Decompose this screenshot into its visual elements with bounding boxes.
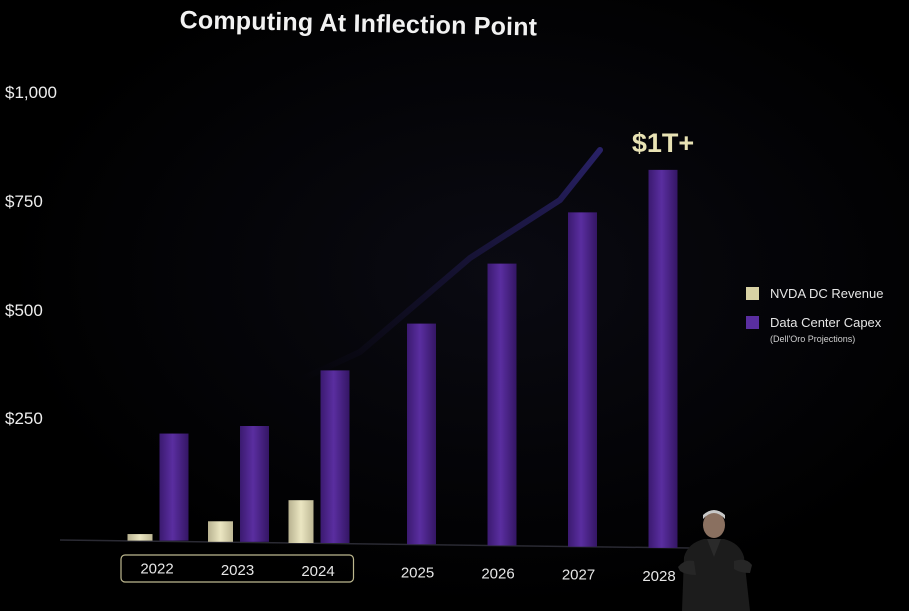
bar-data-center-capex-2026 <box>487 263 517 546</box>
bar-nvda-dc-revenue-2023 <box>208 521 233 542</box>
label-layer: 2022 2023 2024 2025 2026 2027 2028 $1T+ <box>140 128 694 585</box>
x-tick-label-2026: 2026 <box>481 565 514 582</box>
legend-item-data-center-capex: Data Center Capex <box>746 315 883 330</box>
bar-data-center-capex-2023 <box>240 426 269 542</box>
presenter-figure <box>678 510 752 611</box>
bar-data-center-capex-2024 <box>320 370 350 544</box>
x-tick-label-2023: 2023 <box>221 562 254 579</box>
x-tick-label-2022: 2022 <box>140 561 173 578</box>
trend-arrow-layer <box>297 147 603 383</box>
bar-data-center-capex-2027 <box>568 212 597 547</box>
y-tick-label-250: $250 <box>5 409 43 428</box>
bar-nvda-dc-revenue-2022 <box>127 534 153 541</box>
legend-swatch-nvda-dc-revenue <box>746 287 759 300</box>
legend: NVDA DC Revenue Data Center Capex (Dell'… <box>746 286 883 344</box>
legend-item-nvda-dc-revenue: NVDA DC Revenue <box>746 286 883 301</box>
x-tick-label-2028: 2028 <box>642 568 675 585</box>
x-tick-label-2027: 2027 <box>562 567 595 584</box>
bar-data-center-capex-2025 <box>407 323 436 545</box>
legend-swatch-data-center-capex <box>746 316 759 329</box>
highlight-box-historical-years <box>120 554 355 583</box>
legend-label-data-center-capex: Data Center Capex <box>770 315 882 330</box>
bar-data-center-capex-2028 <box>648 169 678 548</box>
trend-arrow <box>297 147 603 383</box>
bar-layer <box>127 169 678 548</box>
x-tick-label-2024: 2024 <box>301 563 334 580</box>
y-tick-label-500: $500 <box>5 301 43 320</box>
callout-label: $1T+ <box>632 128 694 158</box>
legend-label-nvda-dc-revenue: NVDA DC Revenue <box>770 286 884 301</box>
y-tick-label-750: $750 <box>5 192 43 211</box>
y-tick-label-1-000: $1,000 <box>5 83 57 102</box>
bar-nvda-dc-revenue-2024 <box>288 500 314 544</box>
bar-data-center-capex-2022 <box>159 433 189 541</box>
legend-note: (Dell'Oro Projections) <box>770 334 856 344</box>
x-tick-label-2025: 2025 <box>401 564 434 581</box>
